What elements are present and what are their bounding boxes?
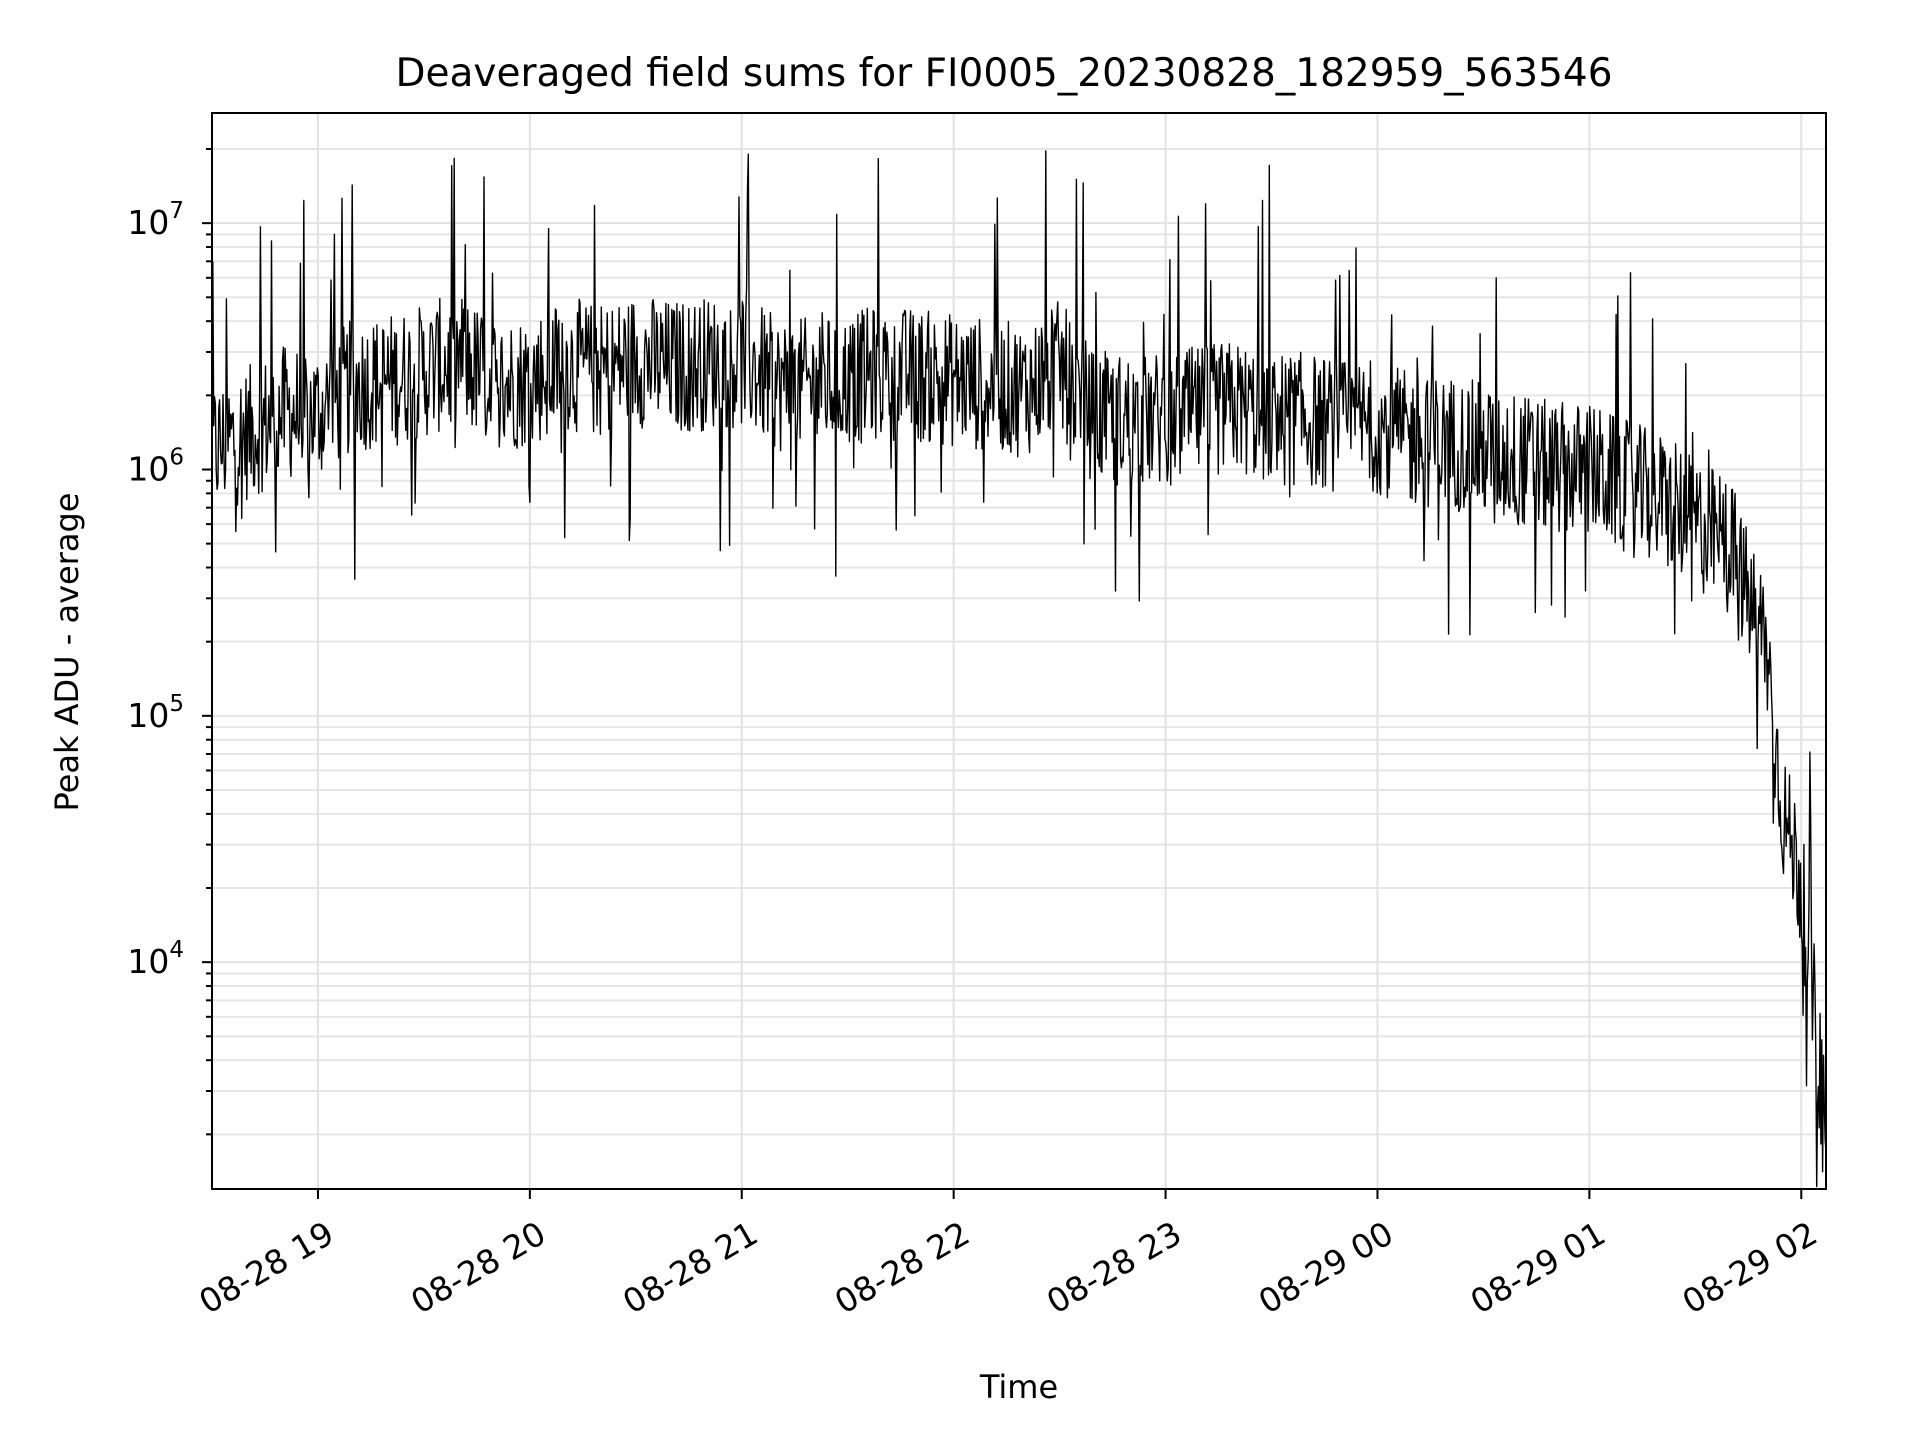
y-tick-exponent: 6: [169, 444, 184, 470]
y-tick-exponent: 4: [169, 937, 184, 963]
y-tick-base: 10: [127, 449, 169, 488]
series-line: [211, 150, 1827, 1188]
plot-area: [211, 150, 1827, 1188]
y-tick-base: 10: [127, 696, 169, 735]
y-axis-label: Peak ADU - average: [48, 493, 86, 812]
y-tick-label: 105: [127, 691, 184, 735]
chart-title: Deaveraged field sums for FI0005_2023082…: [395, 51, 1612, 96]
y-tick-label: 107: [127, 198, 184, 242]
y-tick-exponent: 7: [169, 198, 184, 224]
plot-frame: [211, 112, 1827, 1190]
y-tick-label: 104: [127, 937, 184, 981]
y-tick-base: 10: [127, 203, 169, 242]
y-tick-exponent: 5: [169, 691, 184, 717]
y-tick-base: 10: [127, 942, 169, 981]
x-axis-label: Time: [979, 1368, 1058, 1406]
y-tick-label: 106: [127, 444, 184, 488]
